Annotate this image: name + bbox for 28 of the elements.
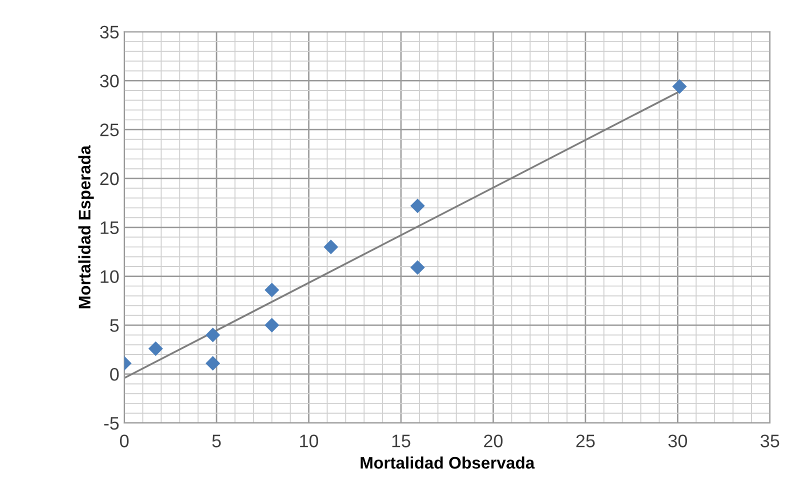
x-tick-label: 20	[484, 434, 503, 448]
y-axis-title: Mortalidad Esperada	[78, 145, 94, 308]
y-tick-label: 15	[100, 222, 119, 234]
point	[264, 282, 280, 298]
x-tick-label: 30	[668, 434, 688, 448]
x-tick-label: 15	[392, 434, 410, 448]
x-tick-label: 5	[212, 434, 221, 448]
x-tick-label: 10	[300, 434, 318, 448]
y-tick-label: -5	[104, 417, 119, 430]
y-tick-label: 20	[100, 172, 119, 186]
y-tick-label: 30	[100, 74, 119, 88]
point	[206, 356, 220, 371]
x-tick-label: 0	[120, 434, 129, 448]
x-axis-title: Mortalidad Observada	[360, 456, 535, 469]
x-tick-label: 25	[576, 434, 595, 448]
point	[264, 318, 280, 332]
y-tick-label: 0	[110, 368, 119, 381]
point	[148, 341, 163, 356]
x-tick-label: 35	[760, 434, 780, 448]
y-tick-label: 10	[100, 270, 119, 284]
point	[672, 79, 687, 94]
point	[410, 198, 425, 214]
y-tick-label: 35	[100, 26, 119, 39]
point	[206, 328, 220, 342]
point	[324, 240, 338, 254]
y-tick-label: 5	[110, 319, 119, 332]
point	[410, 260, 425, 275]
y-tick-label: 25	[100, 124, 119, 136]
